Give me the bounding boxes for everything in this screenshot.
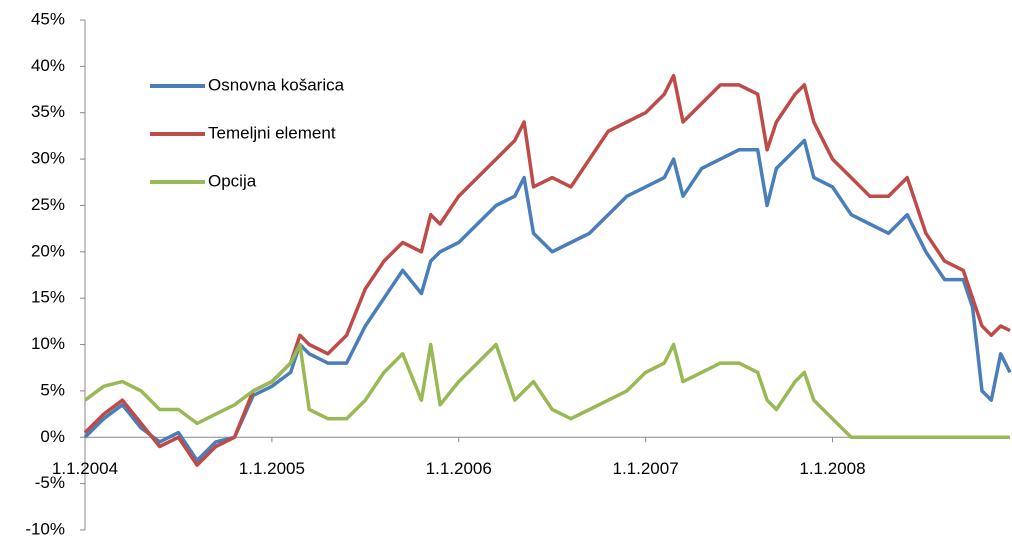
y-tick-label: 0% <box>40 427 65 446</box>
y-tick-label: -10% <box>25 519 65 538</box>
y-tick-label: 20% <box>31 241 65 260</box>
series-line <box>83 138 1012 463</box>
y-tick-label: 15% <box>31 288 65 307</box>
x-tick-label: 1.1.2007 <box>613 459 679 478</box>
y-tick-label: 45% <box>31 9 65 28</box>
legend-label: Osnovna košarica <box>208 75 345 94</box>
y-tick-label: 5% <box>40 380 65 399</box>
y-tick-label: 35% <box>31 102 65 121</box>
y-tick-label: -5% <box>35 473 65 492</box>
x-tick-label: 1.1.2004 <box>52 459 118 478</box>
y-tick-label: 40% <box>31 56 65 75</box>
series-line <box>83 342 1010 440</box>
y-tick-label: 30% <box>31 149 65 168</box>
y-tick-label: 10% <box>31 334 65 353</box>
legend-label: Opcija <box>208 171 257 190</box>
y-tick-label: 25% <box>31 195 65 214</box>
x-tick-label: 1.1.2006 <box>426 459 492 478</box>
x-tick-label: 1.1.2008 <box>799 459 865 478</box>
legend-label: Temeljni element <box>208 123 336 142</box>
x-tick-label: 1.1.2005 <box>239 459 305 478</box>
